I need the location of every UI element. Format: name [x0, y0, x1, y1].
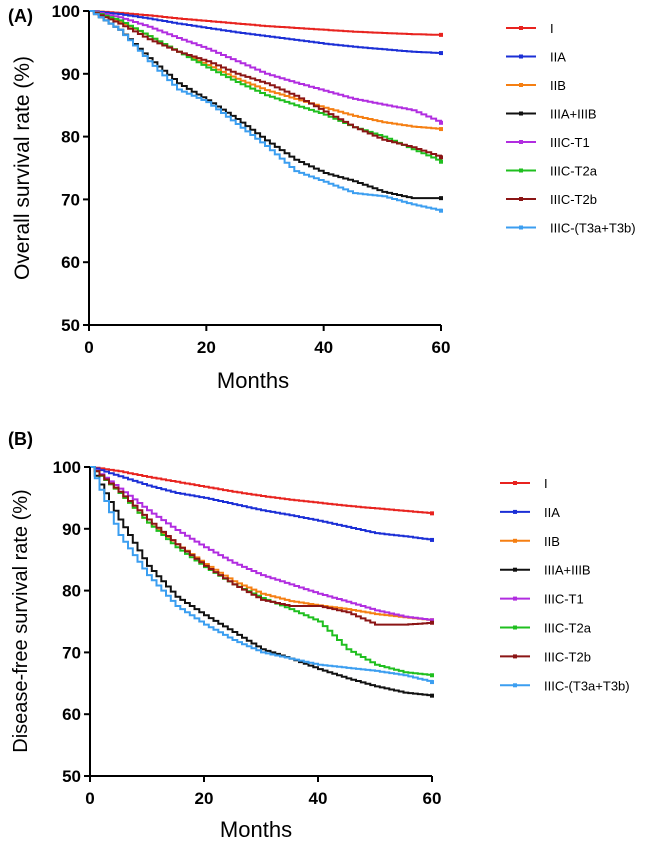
panel-b-x-tick-label: 40: [309, 789, 328, 808]
panel-a-y-tick-label: 70: [61, 190, 80, 209]
panel-a-curve-iib: [89, 10, 442, 130]
panel-a-y-tick-label: 100: [52, 2, 80, 21]
panel-a-x-tick-label: 20: [197, 338, 216, 357]
panel-b-axes: [89, 467, 432, 777]
panel-b-curve-end-iiic-t2b: [430, 620, 434, 625]
panel-a-curve-iiic-t3a-t3b: [89, 10, 442, 211]
panel-a-y-tick-label: 60: [61, 253, 80, 272]
panel-b-legend-marker-iiic-t2b: [513, 654, 517, 659]
panel-a-legend-marker-iia: [519, 54, 523, 59]
panel-a-axes: [88, 11, 441, 326]
panel-b-curve-end-iiic-t3a-t3b: [430, 680, 434, 685]
panel-b-x-label: Months: [220, 817, 292, 842]
panel-b-legend-label-iiic-t3a-t3b: IIIC-(T3a+T3b): [544, 678, 630, 693]
panel-b-curve-iia: [90, 466, 433, 541]
panel-b-y-tick-label: 70: [62, 643, 81, 662]
panel-b-x-tick-label: 0: [85, 789, 94, 808]
panel-a-ticks: 50 60 70 80 90 100 0 20 40 60: [52, 2, 451, 357]
panel-a-curve-end-iiic-t3a-t3b: [439, 208, 443, 213]
panel-a-y-label: Overall survival rate (%): [11, 56, 34, 280]
panel-b-curve-end-iiic-t1: [430, 618, 434, 623]
panel-b-legend-label-iiic-t2a: IIIC-T2a: [544, 621, 592, 636]
panel-b-ticks: 50 60 70 80 90 100 0 20 40 60: [53, 458, 442, 808]
panel-a-legend-label-iiic-t3a-t3b: IIIC-(T3a+T3b): [550, 221, 636, 236]
panel-b-legend-marker-iiic-t1: [513, 596, 517, 601]
panel-b-legend: I IIA IIB IIIA+IIIB IIIC-T1 IIIC-T2a IIIC-T2b I…: [500, 476, 630, 693]
panel-a-y-tick-label: 90: [61, 65, 80, 84]
panel-b-y-label: Disease-free survival rate (%): [10, 489, 32, 752]
panel-b-legend-marker-iiic-t3a-t3b: [513, 683, 517, 688]
panel-b-legend-label-iiic-t1: IIIC-T1: [544, 592, 584, 607]
panel-a-x-label: Months: [217, 368, 289, 393]
panel-b-curve-iiic-t2b: [90, 466, 433, 626]
panel-a-legend-label-i: I: [550, 21, 554, 36]
panel-a-legend-marker-i: [519, 26, 523, 30]
panel-b-y-tick-label: 90: [62, 520, 81, 539]
panel-a-y-tick-label: 80: [61, 128, 80, 147]
panel-b-legend-marker-iiic-t2a: [513, 625, 517, 630]
panel-b-legend-label-iiia-iiib: IIIA+IIIB: [544, 563, 591, 578]
panel-a-curve-iia: [89, 10, 442, 54]
panel-a-legend-marker-iiic-t2a: [519, 168, 523, 173]
panel-b-x-tick-label: 20: [195, 789, 214, 808]
panel-b-label: (B): [8, 429, 33, 449]
panel-a-curve-end-i: [439, 32, 443, 37]
panel-b-legend-label-iiic-t2b: IIIC-T2b: [544, 649, 591, 664]
panel-b-y-tick-label: 50: [62, 767, 81, 786]
panel-b-curve-end-iiic-t2a: [430, 673, 434, 678]
panel-b-legend-label-i: I: [544, 476, 548, 491]
panel-a-y-tick-label: 50: [61, 316, 80, 335]
panel-b-legend-marker-iia: [513, 509, 517, 514]
panel-b-legend-marker-iib: [513, 538, 517, 543]
panel-a-curve-end-iia: [439, 51, 443, 56]
panel-b-curve-i: [90, 466, 433, 514]
panel-b-y-tick-label: 80: [62, 582, 81, 601]
panel-a-legend-label-iiic-t2b: IIIC-T2b: [550, 192, 597, 207]
panel-a-legend-marker-iiic-t1: [519, 140, 523, 144]
panel-a-curve-end-iib: [439, 127, 443, 132]
panel-a-legend-label-iiic-t1: IIIC-T1: [550, 135, 590, 150]
panel-a-legend-label-iiia-iiib: IIIA+IIIB: [550, 107, 597, 122]
panel-a-legend-label-iib: IIB: [550, 78, 566, 93]
panel-a: (A) 50 60 70 80 90 100 0 20 40 60 Months Overall …: [8, 2, 636, 393]
panel-b-y-tick-label: 100: [53, 458, 81, 477]
panel-a-curve-iiic-t2b: [89, 10, 442, 158]
panel-b: (B) 50 60 70 80 90 100 0 20 40 60 Months Disease-…: [8, 429, 630, 842]
panel-a-legend-marker-iiic-t2b: [519, 197, 523, 201]
panel-a-curves: [89, 10, 443, 213]
panel-b-curves: [90, 466, 434, 698]
panel-a-legend-label-iia: IIA: [550, 50, 566, 65]
panel-b-legend-label-iia: IIA: [544, 505, 560, 520]
panel-a-curve-i: [89, 10, 442, 36]
panel-b-curve-end-iia: [430, 537, 434, 542]
panel-a-label: (A): [8, 6, 33, 26]
panel-b-x-tick-label: 60: [423, 789, 442, 808]
panel-a-legend-marker-iiic-t3a-t3b: [519, 225, 523, 230]
panel-b-y-tick-label: 60: [62, 705, 81, 724]
panel-a-x-tick-label: 60: [432, 338, 451, 357]
panel-a-curve-iiic-t1: [89, 10, 442, 123]
panel-a-curve-iiia-iiib: [89, 10, 441, 200]
panel-b-legend-label-iib: IIB: [544, 534, 560, 549]
panel-b-curve-end-iiia-iiib: [430, 693, 434, 698]
panel-a-legend-marker-iiia-iiib: [519, 111, 523, 116]
panel-a-x-tick-label: 0: [84, 338, 93, 357]
panel-b-curve-end-i: [430, 511, 434, 516]
panel-a-legend-label-iiic-t2a: IIIC-T2a: [550, 164, 598, 179]
panel-a-curve-end-iiic-t2b: [439, 155, 443, 160]
panel-b-curve-iiic-t2a: [90, 466, 433, 676]
panel-a-curve-end-iiia-iiib: [439, 196, 443, 201]
panel-b-curve-iiic-t3a-t3b: [90, 466, 433, 683]
panel-b-legend-marker-i: [513, 481, 517, 485]
panel-b-curve-iiia-iiib: [90, 466, 433, 697]
panel-a-curve-end-iiic-t2a: [439, 159, 443, 164]
panel-a-legend: I IIA IIB IIIA+IIIB IIIC-T1 IIIC-T2a IIIC-T2b I…: [506, 21, 636, 236]
panel-a-legend-marker-iib: [519, 83, 523, 87]
panel-a-curve-end-iiic-t1: [439, 120, 443, 125]
panel-a-x-tick-label: 40: [314, 338, 333, 357]
panel-b-legend-marker-iiia-iiib: [513, 567, 517, 572]
panel-b-curve-iiic-t1: [90, 466, 433, 621]
